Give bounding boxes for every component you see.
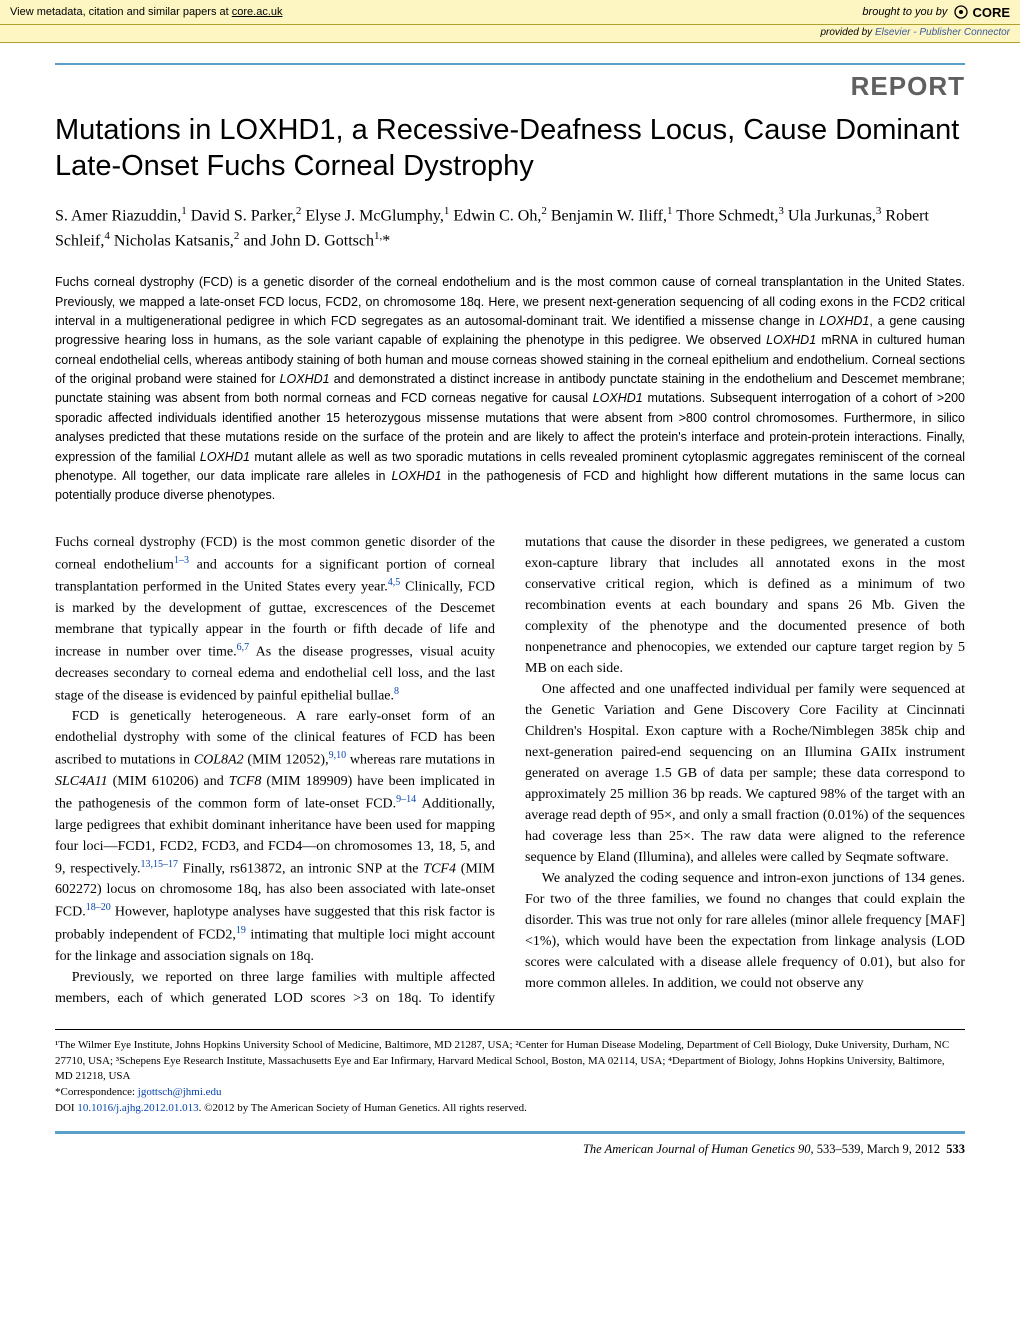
page-content: REPORT Mutations in LOXHD1, a Recessive-…	[0, 43, 1020, 1187]
doi-line: DOI 10.1016/j.ajhg.2012.01.013. ©2012 by…	[55, 1101, 965, 1117]
core-logo-text: CORE	[972, 5, 1010, 20]
core-icon	[953, 4, 969, 20]
corr-label: *Correspondence:	[55, 1086, 138, 1098]
bottom-rule	[55, 1131, 965, 1134]
brought-to-you: brought to you by	[862, 6, 947, 18]
core-logo[interactable]: CORE	[953, 4, 1010, 20]
footer-date: March 9, 2012	[867, 1142, 940, 1156]
doi-link[interactable]: 10.1016/j.ajhg.2012.01.013	[77, 1102, 198, 1114]
affiliations: ¹The Wilmer Eye Institute, Johns Hopkins…	[55, 1038, 965, 1086]
provider-link[interactable]: Elsevier - Publisher Connector	[875, 27, 1010, 38]
provided-row: provided by Elsevier - Publisher Connect…	[0, 25, 1020, 43]
footnotes: ¹The Wilmer Eye Institute, Johns Hopkins…	[55, 1029, 965, 1118]
abstract: Fuchs corneal dystrophy (FCD) is a genet…	[55, 273, 965, 506]
page-footer: The American Journal of Human Genetics 9…	[55, 1142, 965, 1157]
banner-left-text: View metadata, citation and similar pape…	[10, 6, 232, 18]
footer-pages: , 533–539,	[811, 1142, 867, 1156]
page-number: 533	[946, 1142, 965, 1156]
journal-name: The American Journal of Human Genetics	[583, 1142, 795, 1156]
article-title: Mutations in LOXHD1, a Recessive-Deafnes…	[55, 112, 965, 185]
provided-by-text: provided by	[820, 27, 874, 38]
footer-vol: 90	[795, 1142, 811, 1156]
corr-email[interactable]: jgottsch@jhmi.edu	[138, 1086, 222, 1098]
core-banner: View metadata, citation and similar pape…	[0, 0, 1020, 25]
top-rule	[55, 63, 965, 65]
author-list: S. Amer Riazuddin,1 David S. Parker,2 El…	[55, 203, 965, 254]
section-label: REPORT	[55, 71, 965, 102]
doi-label: DOI	[55, 1102, 77, 1114]
core-link[interactable]: core.ac.uk	[232, 6, 283, 18]
banner-left: View metadata, citation and similar pape…	[10, 6, 283, 18]
correspondence: *Correspondence: jgottsch@jhmi.edu	[55, 1085, 965, 1101]
banner-right: brought to you by CORE	[862, 4, 1010, 20]
body-columns: Fuchs corneal dystrophy (FCD) is the mos…	[55, 532, 965, 1009]
copyright: . ©2012 by The American Society of Human…	[199, 1102, 527, 1114]
